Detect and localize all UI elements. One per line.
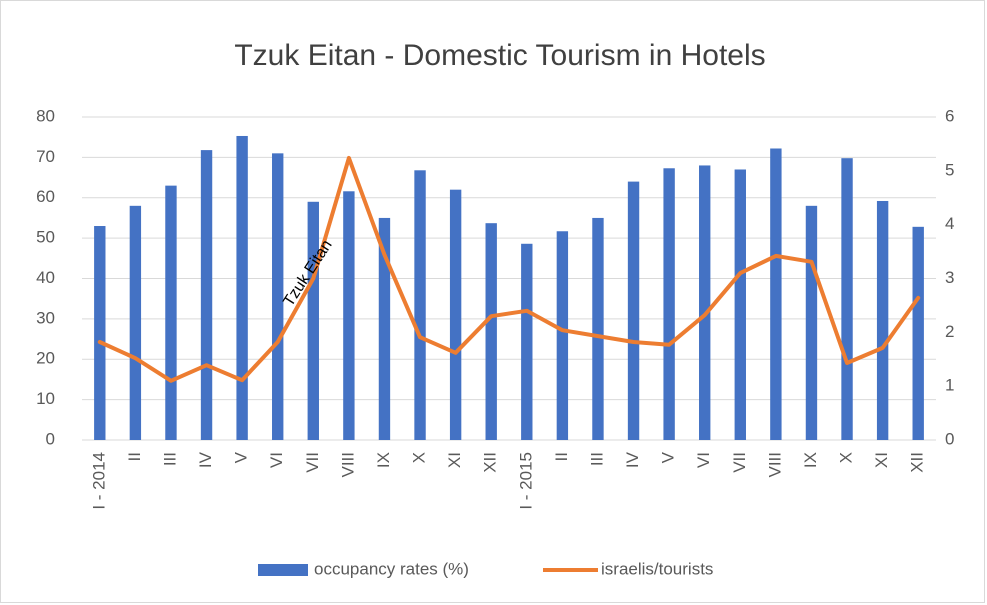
x-tick-label: X [837, 452, 856, 463]
bar [94, 226, 106, 440]
bar [449, 189, 462, 440]
bar [770, 148, 782, 440]
bar [414, 170, 426, 441]
x-tick-label: XI [872, 452, 891, 468]
y-tick-label: 40 [36, 268, 55, 287]
legend-label: occupancy rates (%) [314, 559, 469, 578]
x-tick-label: V [659, 451, 678, 463]
chart-title: Tzuk Eitan - Domestic Tourism in Hotels [234, 39, 765, 72]
x-tick-label: VIII [765, 452, 784, 478]
y-tick-label: 70 [36, 147, 55, 166]
bar [343, 191, 355, 440]
x-tick-label: VI [694, 452, 713, 468]
y-tick-label: 60 [36, 187, 55, 206]
bar [485, 223, 497, 440]
bar [592, 217, 604, 440]
legend-swatch [258, 564, 308, 576]
y-tick-label: 20 [36, 349, 55, 368]
bar [876, 200, 889, 440]
bar [699, 165, 711, 440]
bar [663, 168, 675, 440]
y2-tick-label: 3 [945, 268, 954, 287]
legend-label: israelis/tourists [601, 559, 713, 578]
x-tick-label: VI [267, 452, 286, 468]
x-tick-label: XII [908, 452, 927, 473]
bar [378, 217, 391, 440]
x-tick-label: IX [801, 452, 820, 468]
bar [236, 135, 248, 440]
y-tick-label: 10 [36, 389, 55, 408]
x-tick-label: X [410, 452, 429, 463]
y2-tick-label: 4 [945, 214, 954, 233]
y-tick-label: 30 [36, 308, 55, 327]
y2-tick-label: 1 [945, 376, 954, 395]
x-tick-label: III [587, 452, 606, 466]
x-tick-label: VII [303, 452, 322, 473]
x-tick-label: I - 2015 [516, 452, 535, 510]
bar [521, 243, 533, 440]
y2-tick-label: 6 [945, 106, 954, 125]
x-tick-label: V [232, 451, 251, 463]
y2-tick-label: 2 [945, 322, 954, 341]
bar [841, 158, 853, 440]
bar [912, 226, 924, 440]
x-tick-label: II [125, 452, 144, 461]
x-tick-label: IV [623, 451, 642, 468]
x-tick-label: VII [730, 452, 749, 473]
y2-tick-label: 0 [945, 429, 954, 448]
bar [627, 181, 640, 440]
bar [129, 205, 142, 440]
x-tick-label: XI [445, 452, 464, 468]
y-tick-label: 80 [36, 106, 55, 125]
x-tick-label: VIII [338, 452, 357, 478]
bar [734, 169, 746, 441]
bar [307, 201, 319, 440]
y-tick-label: 0 [46, 429, 55, 448]
bar [165, 185, 177, 440]
y2-tick-label: 5 [945, 160, 954, 179]
x-tick-label: IX [374, 452, 393, 468]
bar [805, 205, 818, 440]
y-tick-label: 50 [36, 228, 55, 247]
x-tick-label: XII [481, 452, 500, 473]
x-tick-label: II [552, 452, 571, 461]
bar [200, 150, 213, 441]
bar [272, 153, 284, 440]
line [97, 155, 921, 383]
x-tick-label: IV [196, 451, 215, 468]
x-tick-label: III [160, 452, 179, 466]
x-tick-label: I - 2014 [89, 452, 108, 510]
bar [556, 231, 569, 440]
